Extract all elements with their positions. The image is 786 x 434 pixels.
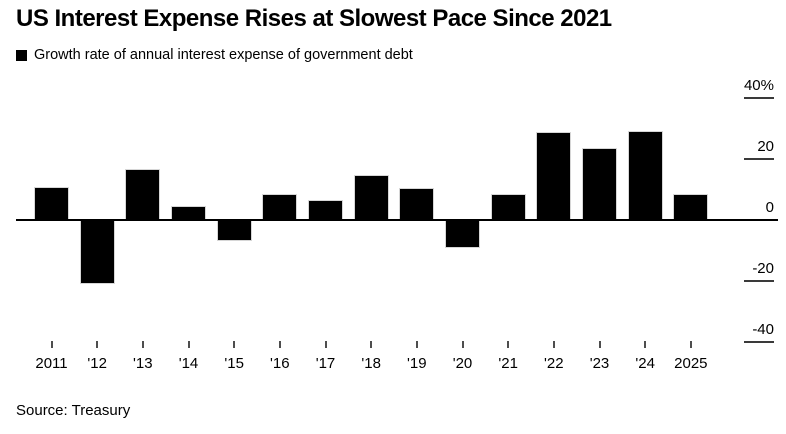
y-tick-label-20: 20: [757, 137, 774, 155]
y-tick-label-0: 0: [765, 198, 774, 216]
x-tick-line-2011: [50, 341, 53, 348]
x-tick-label-15: '15: [224, 355, 244, 372]
bar-2025: [674, 195, 708, 220]
x-tick-line-17: [324, 341, 327, 348]
x-tick-label-17: '17: [315, 355, 336, 372]
x-tick-label-19: '19: [407, 355, 427, 372]
x-tick-label-2025: 2025: [674, 355, 708, 372]
x-tick-line-18: [370, 341, 373, 348]
x-axis-zero-line: [16, 218, 778, 221]
x-tick-label-20: '20: [452, 355, 473, 372]
y-tick-label-40: 40%: [743, 76, 774, 94]
bar-20: [446, 219, 479, 247]
source-note: Source: Treasury: [16, 402, 131, 419]
x-tick-line-16: [278, 341, 281, 348]
bar-22: [537, 132, 571, 220]
legend-swatch-icon: [16, 49, 27, 61]
x-tick-label-18: '18: [361, 355, 381, 372]
bar-12: [80, 219, 114, 284]
x-tick-line-19: [415, 341, 418, 348]
bar-19: [400, 189, 434, 220]
bar-15: [217, 219, 251, 240]
bar-18: [354, 175, 388, 220]
bar-2011: [35, 188, 68, 220]
x-tick-line-2025: [689, 341, 692, 348]
bar-24: [628, 132, 662, 220]
x-tick-line-20: [461, 341, 464, 348]
x-tick-line-22: [552, 341, 555, 348]
x-tick-line-12: [96, 341, 99, 348]
x-tick-label-23: '23: [589, 355, 610, 372]
bar-16: [263, 195, 297, 220]
y-tick-label--20: -20: [752, 259, 774, 277]
x-tick-label-21: '21: [498, 355, 518, 372]
x-tick-line-21: [507, 341, 510, 348]
y-tick-line-40: [744, 96, 774, 99]
bar-21: [491, 194, 525, 220]
x-tick-line-23: [598, 341, 601, 348]
x-tick-label-13: '13: [133, 355, 153, 372]
bar-17: [309, 200, 342, 220]
x-tick-line-15: [233, 341, 236, 348]
x-tick-label-2011: 2011: [35, 355, 68, 372]
x-tick-label-22: '22: [544, 355, 564, 372]
chart-title: US Interest Expense Rises at Slowest Pac…: [16, 5, 612, 32]
x-tick-label-24: '24: [635, 355, 655, 372]
y-tick-line-20: [744, 157, 774, 160]
x-tick-label-14: '14: [178, 355, 199, 372]
x-tick-line-14: [187, 341, 190, 348]
y-tick-line--20: [744, 279, 774, 282]
bar-23: [583, 148, 616, 220]
x-tick-line-24: [644, 341, 647, 348]
legend-label: Growth rate of annual interest expense o…: [34, 47, 413, 63]
x-tick-label-16: '16: [270, 355, 290, 372]
legend: Growth rate of annual interest expense o…: [16, 47, 413, 63]
x-tick-line-13: [141, 341, 144, 348]
y-tick-label--40: -40: [752, 320, 774, 338]
bar-13: [126, 170, 160, 220]
x-tick-label-12: '12: [87, 355, 107, 372]
y-tick-line--40: [744, 340, 774, 343]
bar-14: [172, 207, 205, 220]
